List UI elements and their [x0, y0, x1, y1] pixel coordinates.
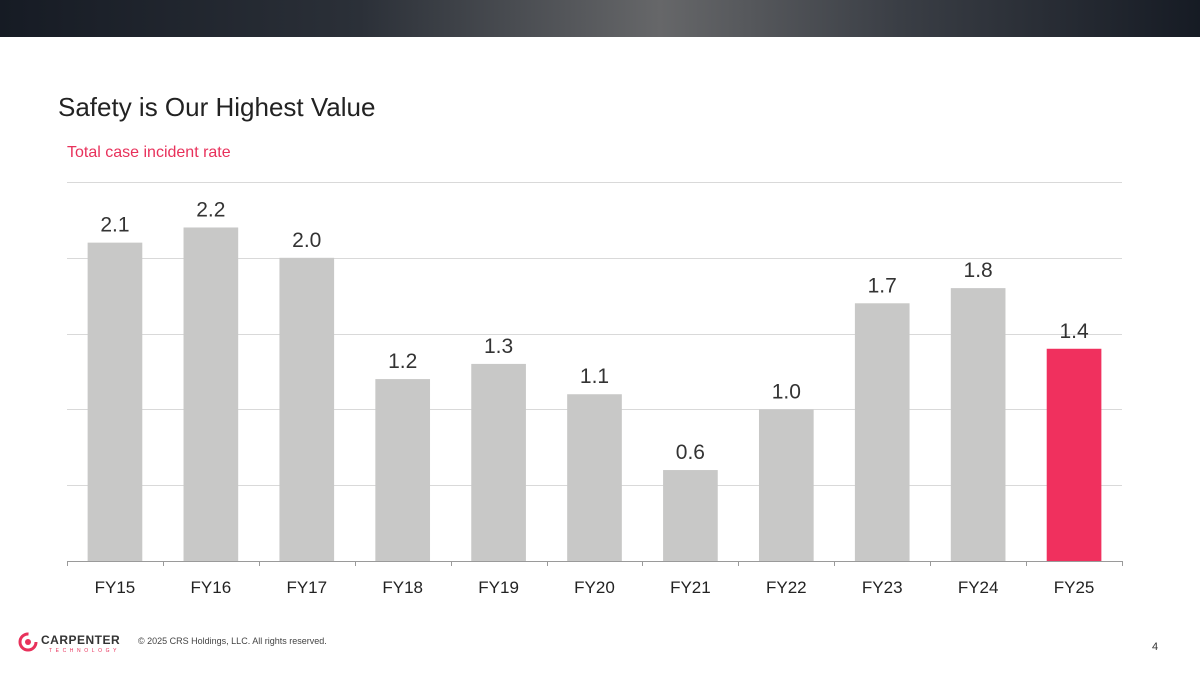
- data-label: 1.3: [484, 335, 513, 358]
- data-label: 0.6: [676, 441, 705, 464]
- bar-fy16: [183, 227, 239, 562]
- x-tick-label: FY16: [191, 578, 232, 597]
- bar-fy15: [87, 242, 143, 561]
- data-label: 1.7: [868, 274, 897, 297]
- bar-fy18: [375, 379, 431, 561]
- data-label: 1.1: [580, 365, 609, 388]
- data-label: 1.4: [1059, 320, 1089, 343]
- bar-fy17: [279, 257, 335, 561]
- data-label: 1.8: [964, 259, 993, 282]
- x-tick-label: FY19: [478, 578, 519, 597]
- x-tick-label: FY23: [862, 578, 903, 597]
- logo-wordmark: CARPENTER: [41, 633, 121, 647]
- logo-tagline: TECHNOLOGY: [49, 648, 121, 654]
- bar-fy25: [1046, 348, 1102, 561]
- x-tick-label: FY22: [766, 578, 807, 597]
- bar-chart: 2.1 FY15 2.2 FY16 2.0 FY17 1.2 FY18 1.3 FY19 1.1 FY…: [67, 182, 1123, 597]
- data-label: 2.1: [100, 214, 129, 237]
- logo-mark-icon: [18, 632, 38, 652]
- x-tick-label: FY25: [1054, 578, 1095, 597]
- header-bar: [0, 0, 1200, 37]
- bar-fy19: [471, 363, 526, 561]
- bar-fy22: [758, 409, 814, 561]
- company-logo: CARPENTER TECHNOLOGY: [18, 631, 128, 656]
- copyright-notice: © 2025 CRS Holdings, LLC. All rights res…: [138, 636, 327, 646]
- bar-fy20: [567, 394, 622, 561]
- x-tick-label: FY15: [95, 578, 136, 597]
- bar-fy21: [663, 470, 718, 561]
- data-label: 1.0: [772, 380, 801, 403]
- page-number: 4: [1152, 641, 1159, 653]
- x-tick-label: FY24: [958, 578, 999, 597]
- data-label: 2.0: [292, 229, 321, 252]
- data-label: 1.2: [388, 350, 417, 373]
- x-tick-label: FY20: [574, 578, 615, 597]
- slide-title: Safety is Our Highest Value: [58, 92, 376, 122]
- x-tick-label: FY17: [286, 578, 327, 597]
- data-label: 2.2: [196, 198, 225, 221]
- bar-fy24: [950, 288, 1006, 561]
- x-tick-label: FY21: [670, 578, 711, 597]
- x-tick-label: FY18: [382, 578, 423, 597]
- chart-subtitle: Total case incident rate: [67, 144, 231, 161]
- bar-fy23: [854, 303, 910, 561]
